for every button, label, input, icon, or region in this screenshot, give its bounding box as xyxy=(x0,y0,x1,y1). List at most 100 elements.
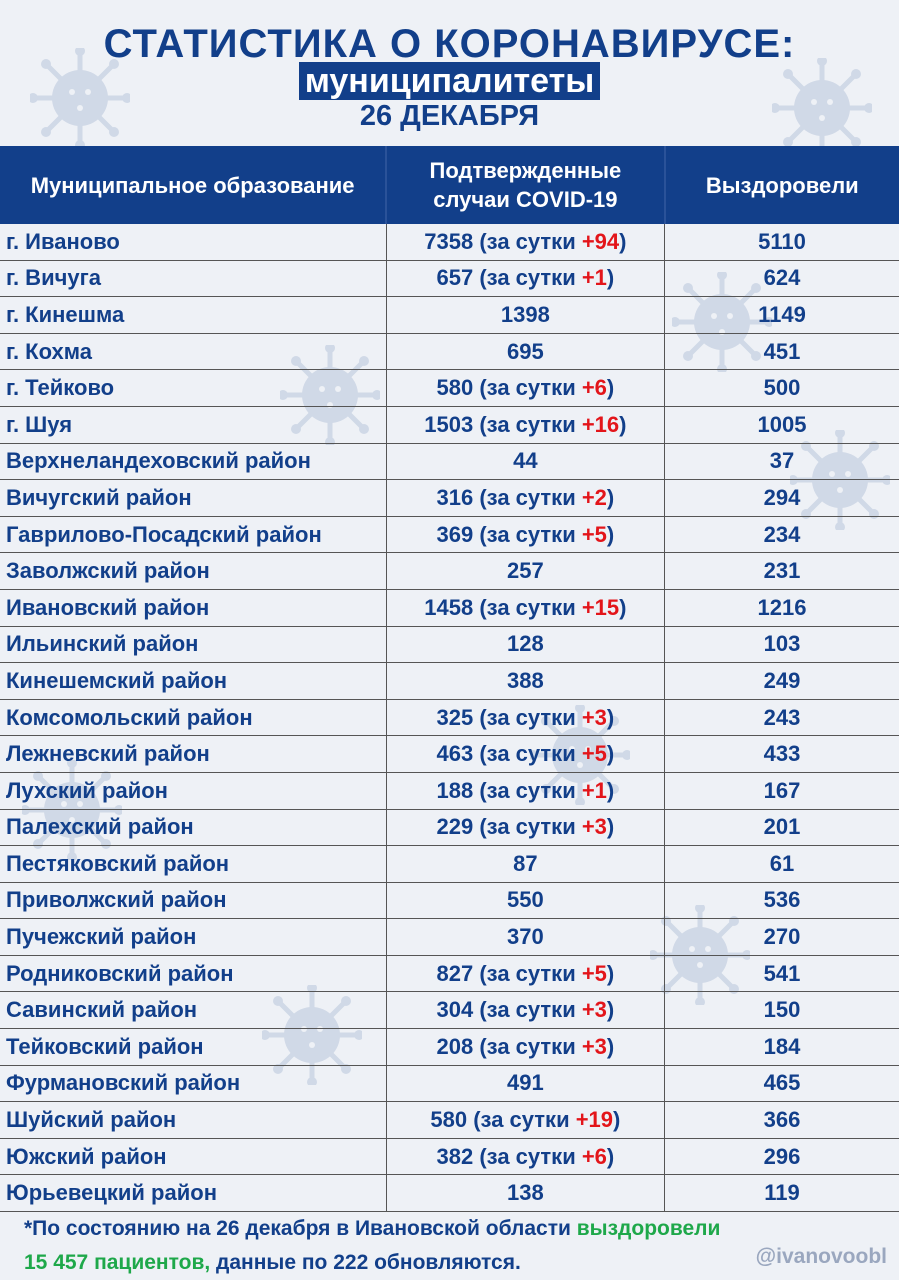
cases-value: 657 xyxy=(436,265,474,291)
delta-prefix: (за сутки xyxy=(479,1143,582,1169)
recovered-value: 243 xyxy=(664,699,899,737)
cases-cell: 463 (за сутки +5) xyxy=(386,735,666,773)
recovered-value: 624 xyxy=(664,260,899,298)
recovered-value: 249 xyxy=(664,662,899,700)
municipality-name: г. Кохма xyxy=(0,333,387,371)
cases-cell: 87 xyxy=(386,845,666,883)
municipality-name: Палехский район xyxy=(0,809,387,847)
table-row: Кинешемский район 388 249 xyxy=(0,662,899,700)
delta-suffix: ) xyxy=(606,375,615,401)
municipality-name: Шуйский район xyxy=(0,1101,387,1139)
cases-cell: 1398 xyxy=(386,296,666,334)
recovered-value: 366 xyxy=(664,1101,899,1139)
table-row: г. Шуя 1503 (за сутки +16) 1005 xyxy=(0,406,899,444)
recovered-value: 119 xyxy=(664,1174,899,1213)
delta-prefix: (за сутки xyxy=(479,777,582,803)
daily-delta: +16 xyxy=(581,411,620,437)
delta-suffix: ) xyxy=(619,411,627,437)
cases-cell: 369 (за сутки +5) xyxy=(386,516,666,554)
cases-cell: 827 (за сутки +5) xyxy=(386,955,666,993)
delta-suffix: ) xyxy=(606,521,615,547)
cases-cell: 138 xyxy=(386,1174,666,1213)
recovered-value: 270 xyxy=(664,918,899,956)
daily-delta: +3 xyxy=(581,814,607,840)
table-row: г. Тейково 580 (за сутки +6) 500 xyxy=(0,369,899,407)
cases-value: 229 xyxy=(436,814,474,840)
recovered-value: 465 xyxy=(664,1065,899,1103)
cases-cell: 7358 (за сутки +94) xyxy=(386,224,666,261)
table-row: Палехский район 229 (за сутки +3) 201 xyxy=(0,809,899,847)
municipality-name: Комсомольский район xyxy=(0,699,387,737)
municipality-name: Савинский район xyxy=(0,991,387,1030)
recovered-value: 201 xyxy=(664,809,899,847)
cases-value: 1458 xyxy=(424,594,474,620)
delta-suffix: ) xyxy=(606,484,615,510)
cases-value: 1503 xyxy=(424,411,474,437)
municipality-name: Фурмановский район xyxy=(0,1065,387,1103)
table-row: Шуйский район 580 (за сутки +19) 366 xyxy=(0,1101,899,1139)
recovered-value: 231 xyxy=(664,552,899,590)
table-row: Верхнеландеховский район 44 37 xyxy=(0,443,899,481)
footnote-green-text: выздоровели xyxy=(576,1217,721,1240)
cases-cell: 1503 (за сутки +16) xyxy=(386,406,666,444)
municipality-name: Кинешемский район xyxy=(0,662,387,700)
delta-suffix: ) xyxy=(606,777,615,803)
table-row: Пучежский район 370 270 xyxy=(0,918,899,956)
cases-value: 325 xyxy=(436,704,474,730)
recovered-value: 167 xyxy=(664,772,899,810)
cases-cell: 128 xyxy=(386,626,666,664)
municipality-name: г. Кинешма xyxy=(0,296,387,334)
cases-cell: 580 (за сутки +19) xyxy=(386,1101,666,1139)
municipality-name: Юрьевецкий район xyxy=(0,1174,387,1213)
daily-delta: +6 xyxy=(581,375,607,401)
municipality-name: Гаврилово-Посадский район xyxy=(0,516,387,554)
table-row: г. Кохма 695 451 xyxy=(0,333,899,371)
cases-cell: 325 (за сутки +3) xyxy=(386,699,666,737)
table-row: Комсомольский район 325 (за сутки +3) 243 xyxy=(0,699,899,737)
municipality-name: Приволжский район xyxy=(0,882,387,920)
table-row: Тейковский район 208 (за сутки +3) 184 xyxy=(0,1028,899,1066)
table-row: Фурмановский район 491 465 xyxy=(0,1065,899,1103)
daily-delta: +2 xyxy=(581,484,607,510)
table-row: Гаврилово-Посадский район 369 (за сутки +… xyxy=(0,516,899,554)
cases-value: 370 xyxy=(507,924,544,950)
cases-value: 87 xyxy=(513,850,538,876)
recovered-value: 184 xyxy=(664,1028,899,1066)
recovered-value: 500 xyxy=(664,369,899,407)
recovered-value: 103 xyxy=(664,626,899,664)
cases-value: 382 xyxy=(436,1143,474,1169)
daily-delta: +3 xyxy=(581,997,607,1023)
municipality-name: г. Тейково xyxy=(0,369,387,407)
table-row: Южский район 382 (за сутки +6) 296 xyxy=(0,1138,899,1176)
delta-suffix: ) xyxy=(606,741,615,767)
cases-value: 257 xyxy=(507,558,544,584)
cases-cell: 1458 (за сутки +15) xyxy=(386,589,666,627)
daily-delta: +6 xyxy=(581,1143,607,1169)
stats-table: Муниципальное образование Подтвержденные… xyxy=(0,146,899,1213)
municipality-name: г. Иваново xyxy=(0,224,387,261)
delta-suffix: ) xyxy=(606,997,615,1023)
municipality-name: Верхнеландеховский район xyxy=(0,443,387,481)
recovered-value: 536 xyxy=(664,882,899,920)
column-header-cases: Подтвержденные случаи COVID-19 xyxy=(386,146,666,224)
cases-cell: 188 (за сутки +1) xyxy=(386,772,666,810)
cases-cell: 388 xyxy=(386,662,666,700)
table-row: Пестяковский район 87 61 xyxy=(0,845,899,883)
cases-value: 7358 xyxy=(424,228,474,254)
table-row: г. Вичуга 657 (за сутки +1) 624 xyxy=(0,260,899,298)
cases-cell: 695 xyxy=(386,333,666,371)
daily-delta: +1 xyxy=(581,265,607,291)
delta-prefix: (за сутки xyxy=(479,814,582,840)
cases-value: 316 xyxy=(436,484,474,510)
municipality-name: Южский район xyxy=(0,1138,387,1176)
table-row: Приволжский район 550 536 xyxy=(0,882,899,920)
recovered-value: 61 xyxy=(664,845,899,883)
cases-cell: 550 xyxy=(386,882,666,920)
municipality-name: Родниковский район xyxy=(0,955,387,993)
cases-value: 388 xyxy=(507,667,544,693)
daily-delta: +1 xyxy=(581,777,607,803)
cases-cell: 257 xyxy=(386,552,666,590)
delta-suffix: ) xyxy=(606,1143,615,1169)
delta-suffix: ) xyxy=(619,594,627,620)
social-handle: @ivanovoobl xyxy=(755,1245,887,1268)
